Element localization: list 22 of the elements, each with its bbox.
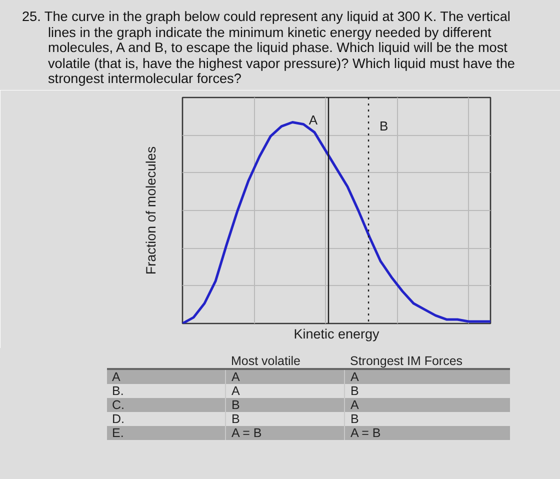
annotation: B: [380, 118, 388, 134]
annotation: A: [308, 112, 318, 128]
text: A = B: [225, 426, 344, 440]
text: Most volatile: [225, 352, 344, 369]
text: A: [107, 369, 225, 384]
text: D.: [107, 412, 225, 426]
text: A: [344, 398, 510, 412]
x-axis-title: Kinetic energy: [294, 326, 380, 342]
chart-title: 25. The curve in the graph below could represent any liquid at 300 K. The vertical lines in the graph indicate the minimum kinetic energy needed by different molecules, A and B, to escape the liquid phase. Which liquid will be the most volatile (that is, have the highest vapor pressure)? Which liquid must have the strongest intermolecular forces?: [21, 8, 516, 86]
text: B.: [107, 384, 225, 398]
text: Strongest IM Forces: [344, 352, 510, 369]
text: B: [344, 412, 510, 426]
text: A: [344, 369, 510, 384]
text: B: [344, 384, 510, 398]
text: A: [225, 384, 344, 398]
text: B: [225, 398, 344, 412]
text: C.: [107, 398, 225, 412]
text: E.: [107, 426, 225, 440]
text: B: [225, 412, 344, 426]
text: A = B: [344, 426, 510, 440]
y-axis-title: Fraction of molecules: [144, 146, 158, 275]
text: A: [225, 369, 344, 384]
